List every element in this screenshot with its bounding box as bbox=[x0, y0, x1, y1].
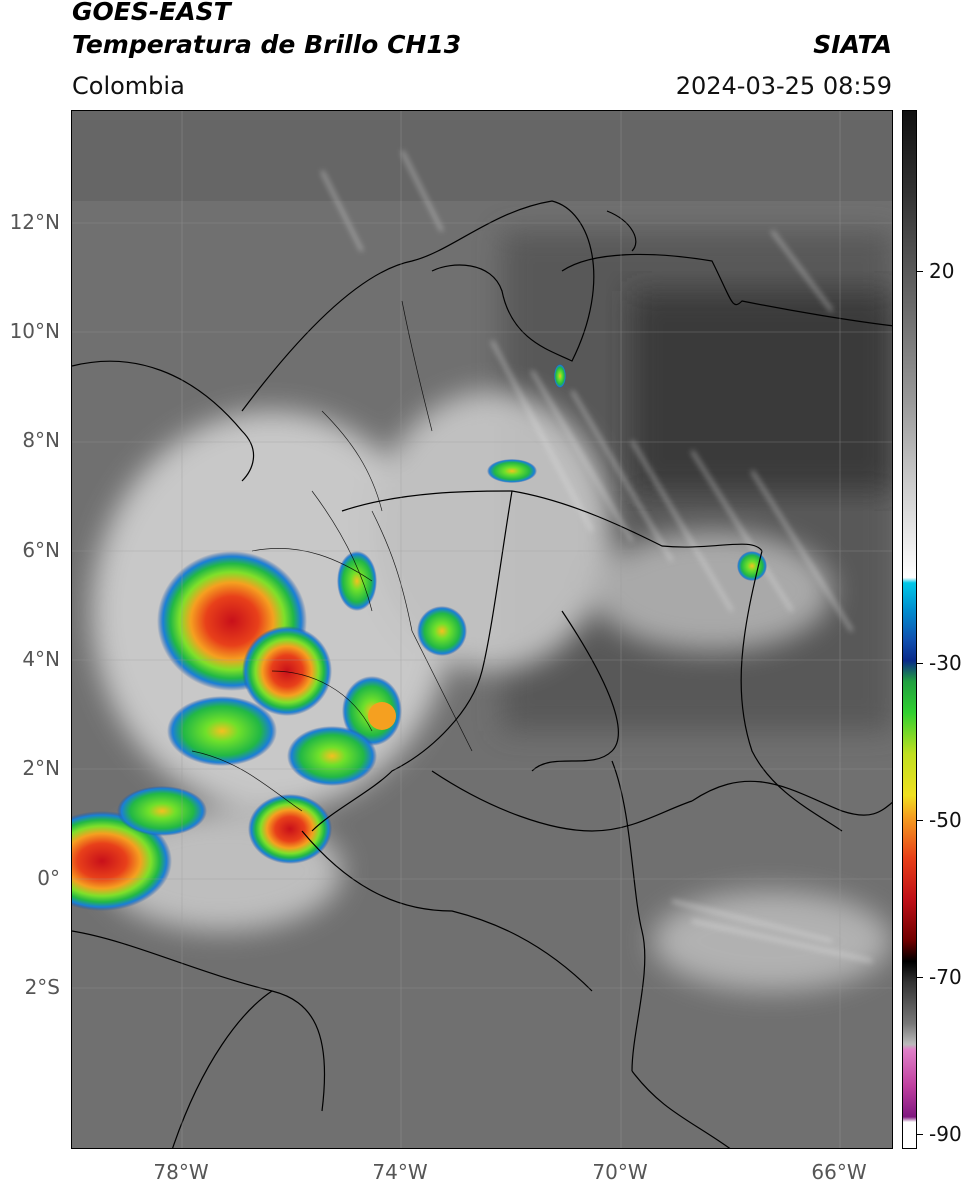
lat-label-0: 0° bbox=[37, 866, 60, 890]
colorbar-tick-minus50 bbox=[917, 820, 923, 821]
lon-label-70w: 70°W bbox=[592, 1160, 648, 1184]
brand-label: SIATA bbox=[813, 30, 892, 59]
colorbar-tick-minus30 bbox=[917, 663, 923, 664]
lat-label-8n: 8°N bbox=[22, 428, 60, 452]
colorbar-label-minus50: -50 bbox=[929, 808, 962, 832]
lat-label-2s: 2°S bbox=[24, 975, 60, 999]
region-label: Colombia bbox=[72, 72, 185, 100]
title-product: Temperatura de Brillo CH13 bbox=[72, 30, 462, 59]
colorbar-tick-minus70 bbox=[917, 977, 923, 978]
colorbar-tick-minus90 bbox=[917, 1134, 923, 1135]
lat-label-12n: 12°N bbox=[9, 210, 60, 234]
lon-label-74w: 74°W bbox=[372, 1160, 428, 1184]
map-canvas bbox=[72, 111, 892, 1148]
colorbar-label-20: 20 bbox=[929, 259, 955, 283]
lon-label-78w: 78°W bbox=[153, 1160, 209, 1184]
lat-label-4n: 4°N bbox=[22, 647, 60, 671]
colorbar-label-minus90: -90 bbox=[929, 1122, 962, 1146]
colorbar-tick-20 bbox=[917, 271, 923, 272]
lat-label-2n: 2°N bbox=[22, 756, 60, 780]
lon-label-66w: 66°W bbox=[811, 1160, 867, 1184]
colorbar-label-minus70: -70 bbox=[929, 965, 962, 989]
colorbar-label-minus30: -30 bbox=[929, 651, 962, 675]
timestamp: 2024-03-25 08:59 bbox=[675, 72, 892, 100]
lat-label-10n: 10°N bbox=[9, 319, 60, 343]
satellite-map bbox=[71, 110, 893, 1149]
lat-label-6n: 6°N bbox=[22, 538, 60, 562]
title-satellite: GOES-EAST bbox=[72, 0, 231, 26]
colorbar bbox=[902, 110, 917, 1149]
